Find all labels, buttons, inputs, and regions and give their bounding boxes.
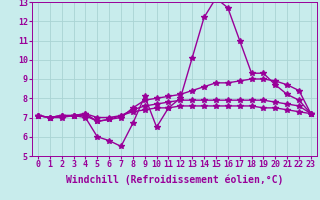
X-axis label: Windchill (Refroidissement éolien,°C): Windchill (Refroidissement éolien,°C)	[66, 175, 283, 185]
